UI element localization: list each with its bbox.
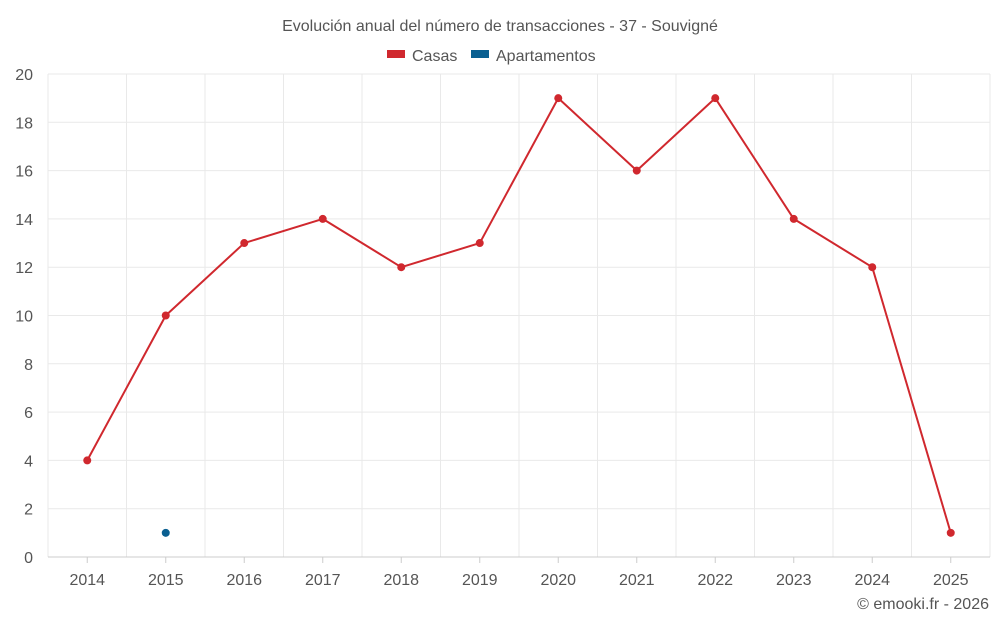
data-point-casas[interactable] bbox=[554, 94, 563, 103]
series-apartamentos bbox=[161, 528, 170, 537]
data-point-casas[interactable] bbox=[83, 456, 92, 465]
x-tick-label: 2016 bbox=[226, 572, 262, 589]
x-tick-label: 2021 bbox=[619, 572, 655, 589]
y-tick-label: 16 bbox=[15, 164, 33, 181]
y-tick-label: 0 bbox=[24, 550, 33, 567]
x-tick-label: 2019 bbox=[462, 572, 498, 589]
credit-text: © emooki.fr - 2026 bbox=[857, 596, 989, 613]
data-point-apartamentos[interactable] bbox=[161, 528, 170, 537]
legend-item-casas[interactable]: Casas bbox=[387, 48, 457, 65]
x-tick-label: 2023 bbox=[776, 572, 812, 589]
x-tick-label: 2022 bbox=[697, 572, 733, 589]
legend-label-casas: Casas bbox=[412, 48, 457, 65]
y-tick-label: 12 bbox=[15, 260, 33, 277]
x-tick-label: 2015 bbox=[148, 572, 184, 589]
y-tick-label: 2 bbox=[24, 502, 33, 519]
x-tick-label: 2017 bbox=[305, 572, 341, 589]
axes: 0 2 4 6 8 10 12 14 16 18 20 2014 2015 2016 2017 2018 201… bbox=[15, 67, 990, 589]
x-tick-label: 2018 bbox=[383, 572, 419, 589]
data-point-casas[interactable] bbox=[632, 166, 641, 175]
data-point-casas[interactable] bbox=[397, 263, 406, 272]
series bbox=[83, 94, 955, 537]
data-point-casas[interactable] bbox=[475, 239, 484, 248]
legend-swatch-casas bbox=[387, 50, 405, 58]
data-point-casas[interactable] bbox=[868, 263, 877, 272]
y-tick-label: 18 bbox=[15, 115, 33, 132]
data-point-casas[interactable] bbox=[946, 528, 955, 537]
series-casas bbox=[83, 94, 955, 537]
x-tick-label: 2014 bbox=[69, 572, 105, 589]
y-tick-label: 10 bbox=[15, 309, 33, 326]
legend-swatch-apartamentos bbox=[471, 50, 489, 58]
legend-item-apartamentos[interactable]: Apartamentos bbox=[471, 48, 596, 65]
x-tick-label: 2025 bbox=[933, 572, 969, 589]
data-point-casas[interactable] bbox=[161, 311, 170, 320]
data-point-casas[interactable] bbox=[318, 214, 327, 223]
y-tick-label: 20 bbox=[15, 67, 33, 84]
data-point-casas[interactable] bbox=[711, 94, 720, 103]
x-tick-label: 2020 bbox=[540, 572, 576, 589]
y-tick-label: 14 bbox=[15, 212, 33, 229]
data-point-casas[interactable] bbox=[789, 214, 798, 223]
grid bbox=[47, 73, 991, 557]
series-line-casas bbox=[86, 97, 952, 534]
y-tick-label: 4 bbox=[24, 453, 33, 470]
y-tick-label: 6 bbox=[24, 405, 33, 422]
chart-title: Evolución anual del número de transaccio… bbox=[282, 18, 718, 35]
data-point-casas[interactable] bbox=[240, 239, 249, 248]
legend-label-apartamentos: Apartamentos bbox=[496, 48, 596, 65]
y-tick-label: 8 bbox=[24, 357, 33, 374]
legend: Casas Apartamentos bbox=[387, 48, 596, 65]
x-tick-label: 2024 bbox=[854, 572, 890, 589]
